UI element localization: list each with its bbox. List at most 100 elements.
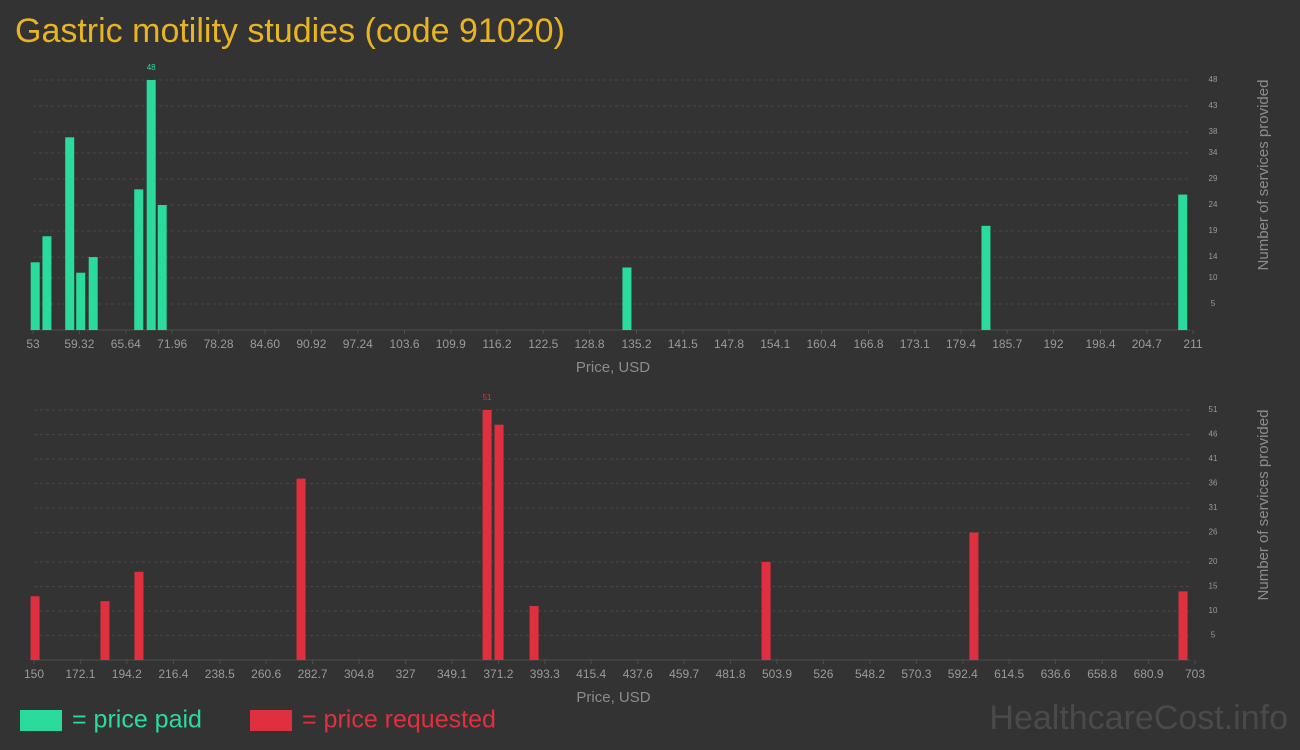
y-tick-label: 46 [1209,430,1218,439]
x-tick-label: 614.5 [994,667,1024,681]
x-tick-label: 109.9 [436,337,466,351]
x-tick-label: 103.6 [389,337,419,351]
y-tick-label: 48 [1209,75,1218,84]
x-tick-label: 459.7 [669,667,699,681]
bar [88,257,98,330]
x-tick-label: 703 [1185,667,1205,681]
y-tick-label: 19 [1209,226,1218,235]
bar [42,236,52,330]
bar [146,80,156,330]
y-axis-title: Number of services provided [1255,410,1272,601]
x-tick-label: 393.3 [530,667,560,681]
x-tick-label: 260.6 [251,667,281,681]
x-tick-label: 185.7 [992,337,1022,351]
x-tick-label: 84.60 [250,337,280,351]
bar [622,267,632,330]
y-tick-label: 31 [1209,503,1218,512]
bar [981,225,991,330]
y-tick-label: 29 [1209,174,1218,183]
x-tick-label: 194.2 [112,667,142,681]
bar [1178,591,1188,660]
y-tick-label: 38 [1209,127,1218,136]
x-tick-label: 90.92 [296,337,326,351]
x-tick-label: 147.8 [714,337,744,351]
bar [65,137,75,330]
y-tick-label: 20 [1209,557,1218,566]
y-tick-label: 41 [1209,454,1218,463]
x-tick-label: 59.32 [64,337,94,351]
y-tick-label: 26 [1209,528,1218,537]
x-tick-label: 198.4 [1085,337,1115,351]
bar [494,424,504,660]
x-tick-label: 97.24 [343,337,373,351]
bar [296,478,306,660]
y-tick-label: 15 [1209,582,1218,591]
x-tick-label: 548.2 [855,667,885,681]
data-label: 51 [483,393,492,402]
y-tick-label: 10 [1209,273,1218,282]
x-tick-label: 154.1 [760,337,790,351]
bar [1178,194,1188,330]
x-tick-label: 481.8 [716,667,746,681]
bar [482,410,492,660]
x-tick-label: 592.4 [948,667,978,681]
legend-label: = price requested [302,706,496,734]
bar [100,601,110,660]
bar [134,571,144,660]
x-tick-label: 150 [24,667,44,681]
x-tick-label: 658.8 [1087,667,1117,681]
x-tick-label: 173.1 [900,337,930,351]
x-tick-label: 680.9 [1134,667,1164,681]
y-tick-label: 14 [1209,252,1218,261]
x-axis-title: Price, USD [576,689,650,706]
data-label: 48 [147,63,156,72]
bar [134,189,144,330]
x-tick-label: 141.5 [668,337,698,351]
x-tick-label: 570.3 [901,667,931,681]
x-tick-label: 204.7 [1132,337,1162,351]
x-tick-label: 211 [1183,337,1202,351]
y-tick-label: 24 [1209,200,1218,209]
page-title: Gastric motility studies (code 91020) [15,12,565,50]
y-tick-label: 51 [1209,405,1218,414]
bar [969,532,979,660]
bar [76,272,86,330]
x-tick-label: 282.7 [298,667,328,681]
legend-swatch [20,710,62,731]
x-tick-label: 327 [396,667,416,681]
x-axis-title: Price, USD [576,359,650,376]
y-axis-title: Number of services provided [1255,80,1272,271]
y-tick-label: 5 [1211,299,1216,308]
x-tick-label: 371.2 [483,667,513,681]
x-tick-label: 116.2 [482,337,511,351]
x-tick-label: 238.5 [205,667,235,681]
y-tick-label: 5 [1211,631,1216,640]
watermark: HealthcareCost.info [989,699,1288,737]
y-tick-label: 43 [1209,101,1218,110]
x-tick-label: 71.96 [157,337,187,351]
x-tick-label: 122.5 [528,337,558,351]
x-tick-label: 349.1 [437,667,467,681]
bar [30,262,40,330]
x-tick-label: 78.28 [204,337,234,351]
x-tick-label: 53 [26,337,40,351]
x-tick-label: 135.2 [621,337,651,351]
x-tick-label: 636.6 [1041,667,1071,681]
x-tick-label: 526 [813,667,833,681]
x-tick-label: 166.8 [853,337,883,351]
bar [157,205,167,330]
x-tick-label: 160.4 [806,337,836,351]
x-tick-label: 172.1 [65,667,95,681]
legend-swatch [250,710,292,731]
y-tick-label: 34 [1209,148,1218,157]
bar [529,606,539,660]
x-tick-label: 437.6 [623,667,653,681]
x-tick-label: 304.8 [344,667,374,681]
x-tick-label: 179.4 [946,337,976,351]
bar [761,561,771,660]
y-tick-label: 10 [1209,606,1218,615]
bar [30,596,40,660]
x-tick-label: 415.4 [576,667,606,681]
x-tick-label: 216.4 [158,667,188,681]
